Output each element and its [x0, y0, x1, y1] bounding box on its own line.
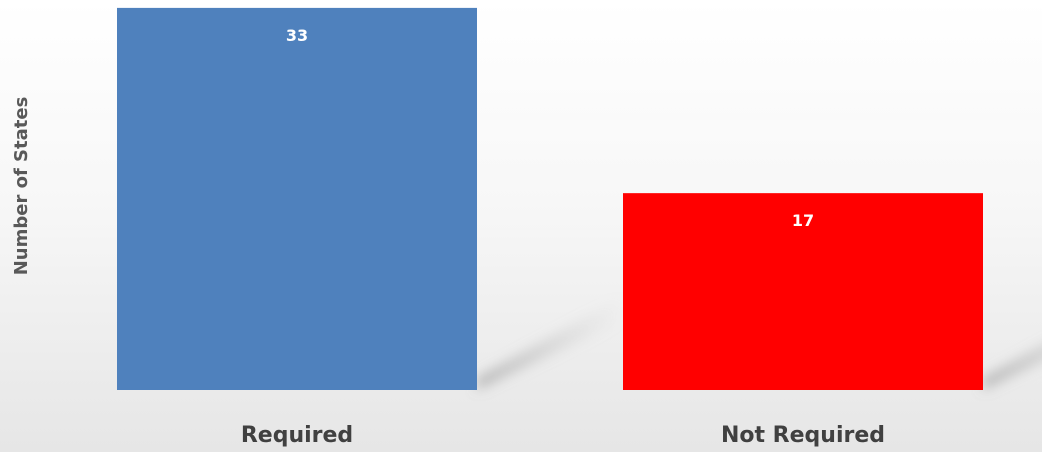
bar-not-required — [623, 193, 983, 390]
bar-shadow-not-required — [983, 344, 1042, 390]
data-labels: 33 17 — [286, 26, 814, 230]
bars — [117, 7, 983, 390]
data-label-required: 33 — [286, 26, 308, 45]
bar-shadow-required — [477, 295, 625, 390]
x-tick-label-required: Required — [241, 423, 353, 448]
bar-shadows — [477, 295, 1042, 390]
bar-required — [117, 7, 477, 390]
x-axis-tick-labels: Required Not Required — [241, 423, 885, 448]
x-tick-label-not-required: Not Required — [721, 423, 885, 448]
data-label-not-required: 17 — [792, 211, 814, 230]
y-axis-title: Number of States — [11, 97, 32, 276]
